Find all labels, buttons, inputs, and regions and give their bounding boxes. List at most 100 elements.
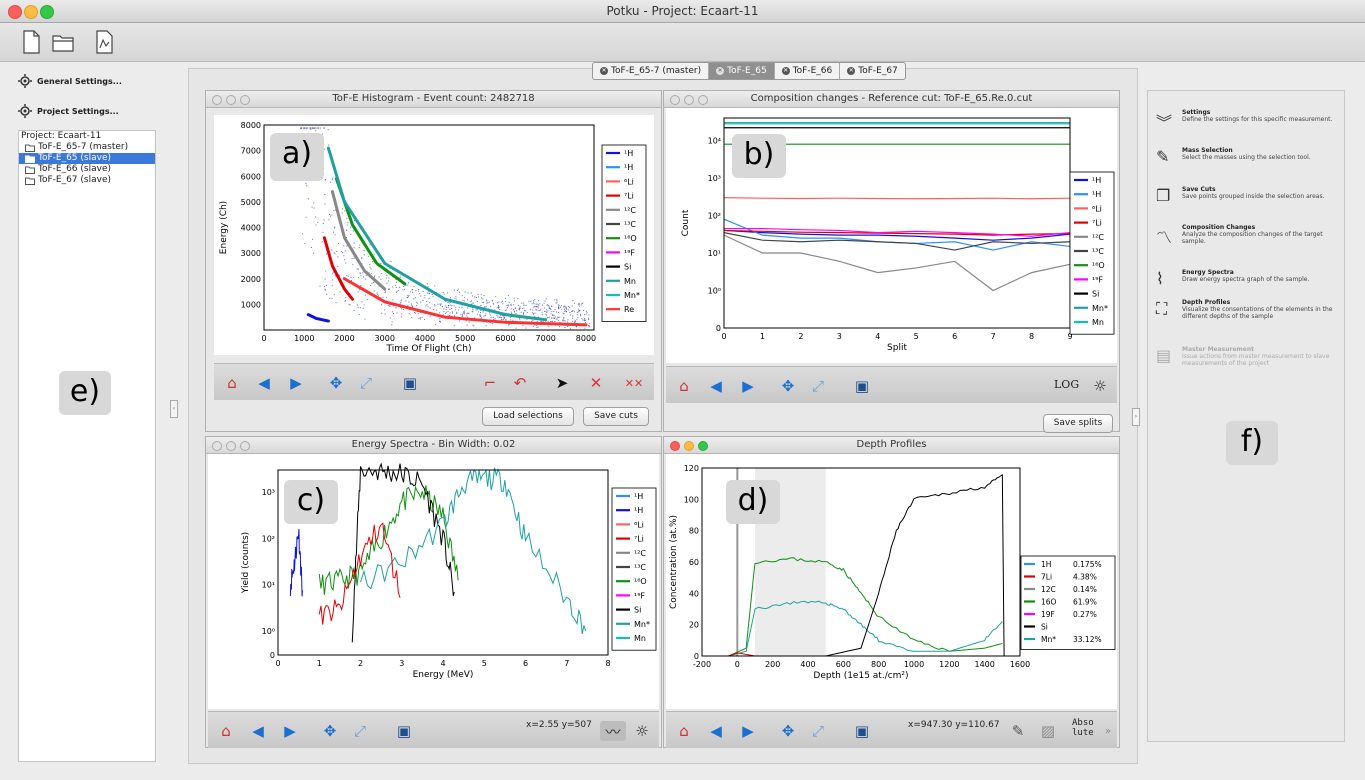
tree-item[interactable]: ToF-E_67 (slave) bbox=[19, 175, 155, 186]
general-settings-button[interactable]: General Settings... bbox=[18, 72, 122, 90]
tab-tof-e-66[interactable]: ✕ ToF-E_66 bbox=[775, 63, 841, 79]
hatch-icon[interactable]: ▨ bbox=[1040, 722, 1056, 740]
series-curve bbox=[322, 236, 355, 301]
forward-icon[interactable]: ▶ bbox=[290, 374, 302, 392]
scatter-point bbox=[575, 326, 577, 328]
zoom-icon[interactable]: ⤢ bbox=[811, 377, 824, 395]
load-selections-button[interactable]: Load selections bbox=[482, 407, 574, 426]
close-tab-icon[interactable]: ✕ bbox=[847, 67, 856, 75]
energy-spectra-plot[interactable]: 0 1 2 3 4 5 6 7 8 0 10⁰ 10¹ 10² 10³ Energy (MeV) Yield … bbox=[208, 454, 659, 709]
forward-icon[interactable]: ▶ bbox=[284, 722, 296, 740]
action-item-settings[interactable]: ︾ Settings Define the settings for this sp… bbox=[1156, 109, 1338, 132]
add-measurement-button[interactable] bbox=[92, 28, 118, 56]
save-figure-icon[interactable]: ▣ bbox=[396, 722, 412, 740]
project-tree[interactable]: Project: Ecaart-11 ToF-E_65-7 (master) T… bbox=[18, 130, 156, 762]
close-tab-icon[interactable]: ✕ bbox=[716, 67, 725, 75]
tree-item[interactable]: ToF-E_66 (slave) bbox=[19, 164, 155, 175]
scatter-point bbox=[538, 300, 540, 302]
zoom-icon[interactable]: ⤢ bbox=[353, 722, 366, 740]
composition-plot[interactable]: 0 1 2 3 4 5 6 7 8 9 0 10⁰ 10¹ 10² 10³ 10⁴ Split Count ¹H ¹H… bbox=[666, 108, 1117, 363]
action-item-mass-selection[interactable]: ✎ Mass Selection Select the masses using t… bbox=[1156, 147, 1338, 167]
tab-tof-e-65[interactable]: ✕ ToF-E_65 bbox=[709, 63, 775, 79]
back-icon[interactable]: ◀ bbox=[258, 374, 270, 392]
scatter-point bbox=[466, 324, 468, 326]
save-figure-icon[interactable]: ▣ bbox=[854, 377, 870, 395]
tree-root[interactable]: Project: Ecaart-11 bbox=[21, 131, 102, 141]
delete-selection-icon[interactable]: ✕ bbox=[589, 374, 603, 392]
action-title: Composition Changes bbox=[1182, 224, 1256, 231]
home-icon[interactable]: ⌂ bbox=[221, 722, 231, 740]
back-icon[interactable]: ◀ bbox=[710, 377, 722, 395]
tab-tof-e-67[interactable]: ✕ ToF-E_67 bbox=[840, 63, 905, 79]
legend-label: ¹H bbox=[624, 163, 633, 172]
back-icon[interactable]: ◀ bbox=[252, 722, 264, 740]
zoom-icon[interactable]: ⤢ bbox=[811, 722, 824, 740]
series-curve bbox=[306, 313, 330, 323]
depth-profiles-plot[interactable]: -200 0 200 400 600 800 1000 1200 1400 1600 0 20 40 60… bbox=[666, 454, 1117, 709]
scatter-point bbox=[315, 127, 317, 129]
project-settings-button[interactable]: Project Settings... bbox=[18, 102, 119, 120]
close-tab-icon[interactable]: ✕ bbox=[600, 67, 608, 75]
scatter-point bbox=[306, 127, 308, 129]
close-tab-icon[interactable]: ✕ bbox=[781, 67, 790, 75]
x-tick-label: 1 bbox=[760, 332, 765, 341]
save-cuts-button[interactable]: Save cuts bbox=[583, 407, 649, 426]
scatter-point bbox=[451, 307, 453, 309]
scatter-point bbox=[536, 327, 538, 329]
save-splits-button[interactable]: Save splits bbox=[1043, 414, 1113, 433]
settings-icon[interactable]: ☼ bbox=[1093, 377, 1107, 395]
scatter-point bbox=[516, 310, 518, 312]
maximize-window-button[interactable] bbox=[40, 5, 54, 19]
pan-icon[interactable]: ✥ bbox=[781, 377, 795, 395]
settings-icon[interactable]: ☼ bbox=[635, 722, 649, 740]
action-item-save-cuts[interactable]: ❐ Save Cuts Save points grouped inside the… bbox=[1156, 186, 1338, 206]
graph-style-icon[interactable]: 〰 bbox=[600, 721, 626, 741]
log-scale-toggle[interactable]: LOG bbox=[1054, 378, 1080, 391]
pointer-icon[interactable]: ➤ bbox=[555, 374, 569, 392]
pan-icon[interactable]: ✥ bbox=[781, 722, 795, 740]
scatter-point bbox=[416, 305, 418, 307]
scatter-point bbox=[358, 268, 360, 270]
forward-icon[interactable]: ▶ bbox=[742, 722, 754, 740]
scatter-point bbox=[443, 311, 445, 313]
scatter-point bbox=[309, 127, 311, 129]
left-panel-toggle[interactable]: ‹ bbox=[170, 400, 178, 418]
scatter-point bbox=[571, 305, 573, 307]
delete-all-icon[interactable]: ✕✕ bbox=[624, 376, 644, 390]
back-icon[interactable]: ◀ bbox=[710, 722, 722, 740]
home-icon[interactable]: ⌂ bbox=[227, 374, 237, 392]
scatter-point bbox=[559, 326, 561, 328]
tab-tof-e-65-7[interactable]: ✕ ToF-E_65-7 (master) bbox=[593, 63, 710, 79]
action-item-depth-profiles[interactable]: ⛶ Depth Profiles Visualize the consentatio… bbox=[1156, 299, 1338, 320]
pan-icon[interactable]: ✥ bbox=[329, 374, 343, 392]
home-icon[interactable]: ⌂ bbox=[679, 722, 689, 740]
pencil-icon[interactable]: ✎ bbox=[1011, 722, 1025, 740]
save-figure-icon[interactable]: ▣ bbox=[854, 722, 870, 740]
action-item-composition-changes[interactable]: 〽 Composition Changes Analyze the composit… bbox=[1156, 224, 1338, 247]
close-window-button[interactable] bbox=[8, 5, 22, 19]
scatter-point bbox=[480, 305, 482, 307]
annotation-label-f: f) bbox=[1226, 421, 1278, 465]
right-panel-toggle[interactable]: › bbox=[1132, 408, 1140, 426]
open-project-button[interactable] bbox=[50, 28, 76, 56]
home-icon[interactable]: ⌂ bbox=[679, 377, 689, 395]
scatter-point bbox=[518, 307, 520, 309]
tree-item-selected[interactable]: ToF-E_65 (slave) bbox=[19, 153, 155, 164]
action-item-energy-spectra[interactable]: ⌇ Energy Spectra Draw energy spectra graph… bbox=[1156, 269, 1338, 289]
selection-polygon-icon[interactable]: ⌐ bbox=[483, 374, 497, 392]
undo-icon[interactable]: ↶ bbox=[513, 374, 527, 392]
forward-icon[interactable]: ▶ bbox=[742, 377, 754, 395]
scatter-point bbox=[553, 310, 555, 312]
pan-icon[interactable]: ✥ bbox=[323, 722, 337, 740]
absolute-toggle[interactable]: Abso lute bbox=[1072, 718, 1094, 738]
scatter-point bbox=[451, 315, 453, 317]
scatter-point bbox=[345, 262, 347, 264]
new-project-button[interactable] bbox=[18, 28, 44, 56]
save-figure-icon[interactable]: ▣ bbox=[402, 374, 418, 392]
scatter-point bbox=[350, 279, 352, 281]
tree-item[interactable]: ToF-E_65-7 (master) bbox=[19, 142, 155, 153]
minimize-window-button[interactable] bbox=[24, 5, 38, 19]
more-icon[interactable]: » bbox=[1104, 725, 1112, 737]
zoom-icon[interactable]: ⤢ bbox=[359, 374, 372, 392]
histogram-plot[interactable]: 0 1000 2000 3000 4000 5000 6000 7000 8000 1000 200… bbox=[214, 115, 654, 355]
